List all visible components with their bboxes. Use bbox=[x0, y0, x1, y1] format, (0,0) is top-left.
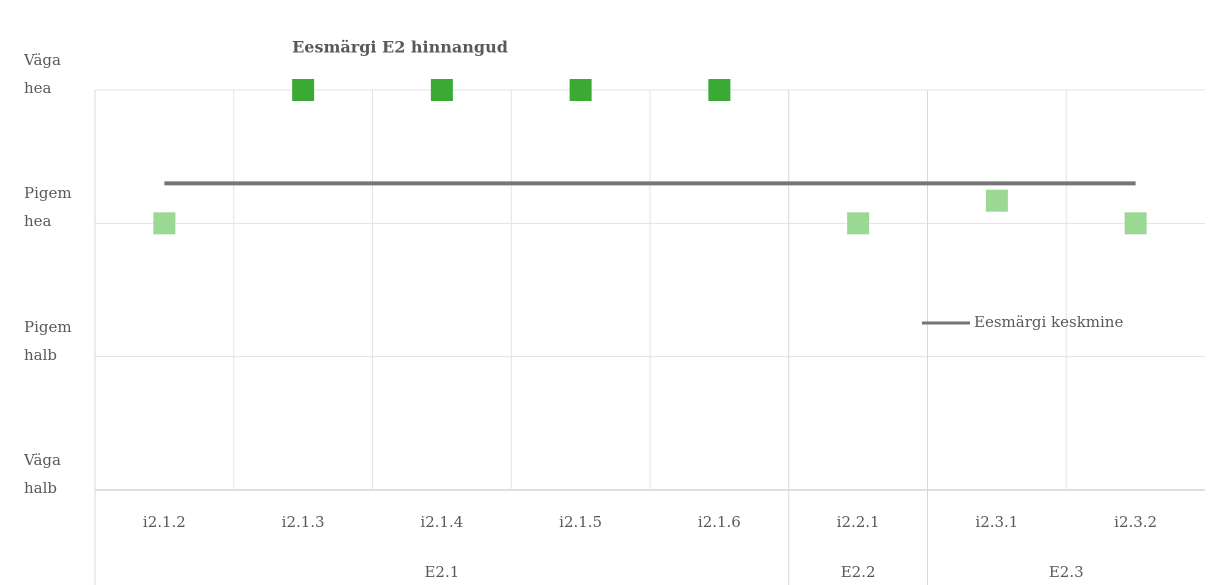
x-tick-label: i2.3.2 bbox=[1114, 513, 1157, 531]
x-tick-label: i2.2.1 bbox=[837, 513, 880, 531]
point bbox=[1124, 212, 1147, 235]
point bbox=[292, 79, 315, 101]
point bbox=[430, 79, 453, 101]
x-tick-label: i2.1.3 bbox=[282, 513, 325, 531]
x-tick-label: i2.1.4 bbox=[420, 513, 463, 531]
legend-label: Eesmärgi keskmine bbox=[974, 313, 1123, 331]
group-label: E2.3 bbox=[1049, 563, 1084, 581]
y-tick-label: Väga hea bbox=[24, 51, 61, 97]
x-tick-label: i2.1.5 bbox=[559, 513, 602, 531]
y-tick-label: Väga halb bbox=[24, 451, 61, 497]
x-tick-label: i2.1.6 bbox=[698, 513, 741, 531]
point bbox=[708, 79, 731, 101]
group-label: E2.2 bbox=[841, 563, 876, 581]
y-tick-label: Pigem hea bbox=[24, 184, 72, 231]
x-tick-label: i2.1.2 bbox=[143, 513, 186, 531]
point bbox=[985, 189, 1008, 212]
point bbox=[569, 79, 592, 101]
point bbox=[847, 212, 870, 235]
y-tick-label: Pigem halb bbox=[24, 317, 72, 364]
x-tick-label: i2.3.1 bbox=[975, 513, 1018, 531]
point bbox=[153, 212, 176, 235]
group-label: E2.1 bbox=[424, 563, 459, 581]
chart-title: Eesmärgi E2 hinnangud bbox=[292, 38, 508, 57]
